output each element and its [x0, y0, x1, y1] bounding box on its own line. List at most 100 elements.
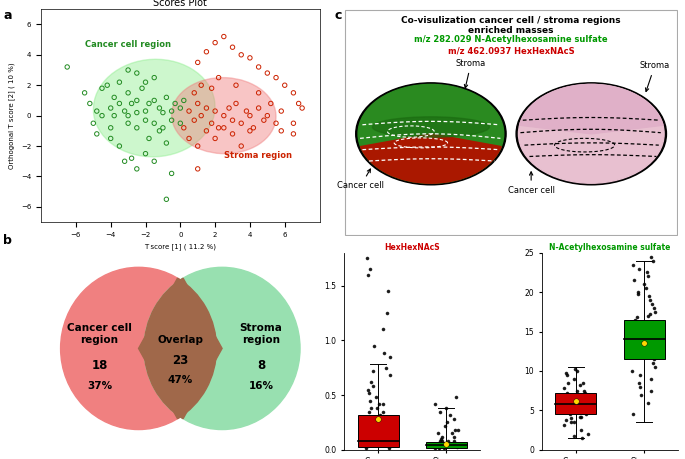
Point — [560, 416, 571, 424]
Point — [88, 120, 99, 127]
Point — [206, 84, 217, 92]
Point — [627, 337, 638, 345]
Point — [432, 430, 443, 437]
Point — [258, 117, 269, 124]
Point — [563, 403, 574, 410]
Point — [276, 127, 287, 134]
Point — [213, 74, 224, 81]
Point — [210, 39, 221, 46]
Point — [566, 414, 577, 422]
Point — [271, 120, 282, 127]
Point — [109, 112, 120, 119]
Point — [253, 104, 264, 112]
FancyBboxPatch shape — [345, 10, 677, 235]
Point — [132, 97, 142, 104]
Point — [434, 440, 445, 447]
Point — [429, 400, 440, 408]
Point — [429, 444, 440, 451]
Bar — [556, 393, 597, 414]
Point — [451, 441, 462, 448]
Point — [559, 385, 570, 392]
Text: Cancer cell
region: Cancer cell region — [67, 323, 132, 345]
Title: Scores Plot: Scores Plot — [153, 0, 208, 8]
Text: Cancer cell: Cancer cell — [337, 169, 384, 190]
Point — [632, 313, 643, 321]
Point — [436, 433, 447, 440]
Point — [245, 127, 256, 134]
Point — [580, 391, 590, 398]
Bar — [623, 320, 664, 359]
Point — [562, 397, 573, 405]
Title: N-Acetylhexosamine sulfate: N-Acetylhexosamine sulfate — [549, 243, 671, 252]
Point — [579, 387, 590, 394]
Point — [119, 107, 130, 115]
Point — [158, 109, 169, 116]
Point — [451, 443, 462, 450]
Circle shape — [356, 83, 506, 185]
Y-axis label: Orthogonal T score [2] ( 10 %): Orthogonal T score [2] ( 10 %) — [9, 62, 16, 169]
Point — [628, 277, 639, 284]
Point — [636, 324, 647, 331]
Point — [636, 391, 647, 398]
Point — [384, 353, 395, 360]
Point — [236, 51, 247, 58]
Point — [577, 399, 588, 406]
Point — [649, 304, 660, 312]
Point — [365, 378, 376, 386]
Point — [149, 97, 160, 104]
Text: Co-visulization cancer cell / stroma regions
enriched masses: Co-visulization cancer cell / stroma reg… — [401, 16, 621, 35]
Point — [363, 441, 374, 448]
Point — [236, 142, 247, 150]
Point — [192, 100, 203, 107]
Point — [634, 371, 645, 379]
Point — [227, 130, 238, 138]
Point — [371, 404, 382, 412]
Point — [575, 395, 586, 402]
Point — [627, 334, 638, 341]
Circle shape — [60, 267, 216, 430]
Point — [192, 142, 203, 150]
Point — [649, 356, 660, 363]
Point — [288, 130, 299, 138]
Point — [634, 265, 645, 272]
Text: 16%: 16% — [249, 381, 273, 391]
Point — [196, 82, 207, 89]
Point — [378, 437, 389, 445]
Point — [293, 100, 304, 107]
Point — [580, 389, 590, 397]
Point — [440, 422, 451, 430]
Point — [434, 408, 445, 415]
Point — [650, 308, 661, 315]
Point — [560, 409, 571, 416]
Point — [170, 100, 181, 107]
Text: Stroma: Stroma — [640, 61, 670, 91]
Point — [379, 435, 390, 442]
Point — [445, 441, 456, 448]
Point — [565, 409, 576, 416]
Point — [189, 117, 200, 124]
Point — [634, 383, 645, 391]
Text: Stroma
region: Stroma region — [240, 323, 282, 345]
Point — [382, 437, 393, 445]
Point — [368, 383, 379, 390]
Point — [140, 117, 151, 124]
Point — [166, 117, 177, 124]
Point — [231, 100, 242, 107]
Point — [201, 104, 212, 112]
Point — [362, 271, 373, 278]
Point — [560, 405, 571, 413]
Point — [105, 104, 116, 112]
Point — [192, 59, 203, 66]
Point — [245, 54, 256, 62]
Point — [629, 330, 640, 337]
Point — [450, 394, 461, 401]
Point — [279, 82, 290, 89]
Point — [175, 104, 186, 112]
Point — [563, 379, 574, 386]
Point — [364, 389, 375, 397]
Point — [369, 419, 379, 426]
Point — [373, 400, 384, 408]
Text: 18: 18 — [91, 359, 108, 372]
Point — [105, 124, 116, 131]
Point — [643, 399, 654, 406]
